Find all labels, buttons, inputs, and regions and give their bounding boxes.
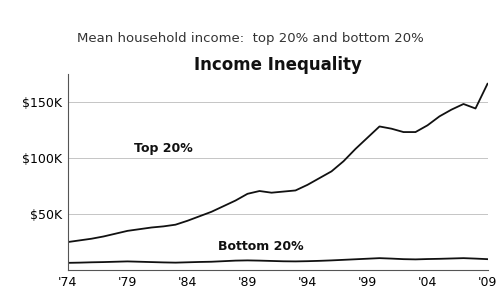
Text: Mean household income:  top 20% and bottom 20%: Mean household income: top 20% and botto… [76,32,424,45]
Text: Top 20%: Top 20% [134,142,192,155]
Title: Income Inequality: Income Inequality [194,56,362,74]
Text: Bottom 20%: Bottom 20% [218,240,303,253]
